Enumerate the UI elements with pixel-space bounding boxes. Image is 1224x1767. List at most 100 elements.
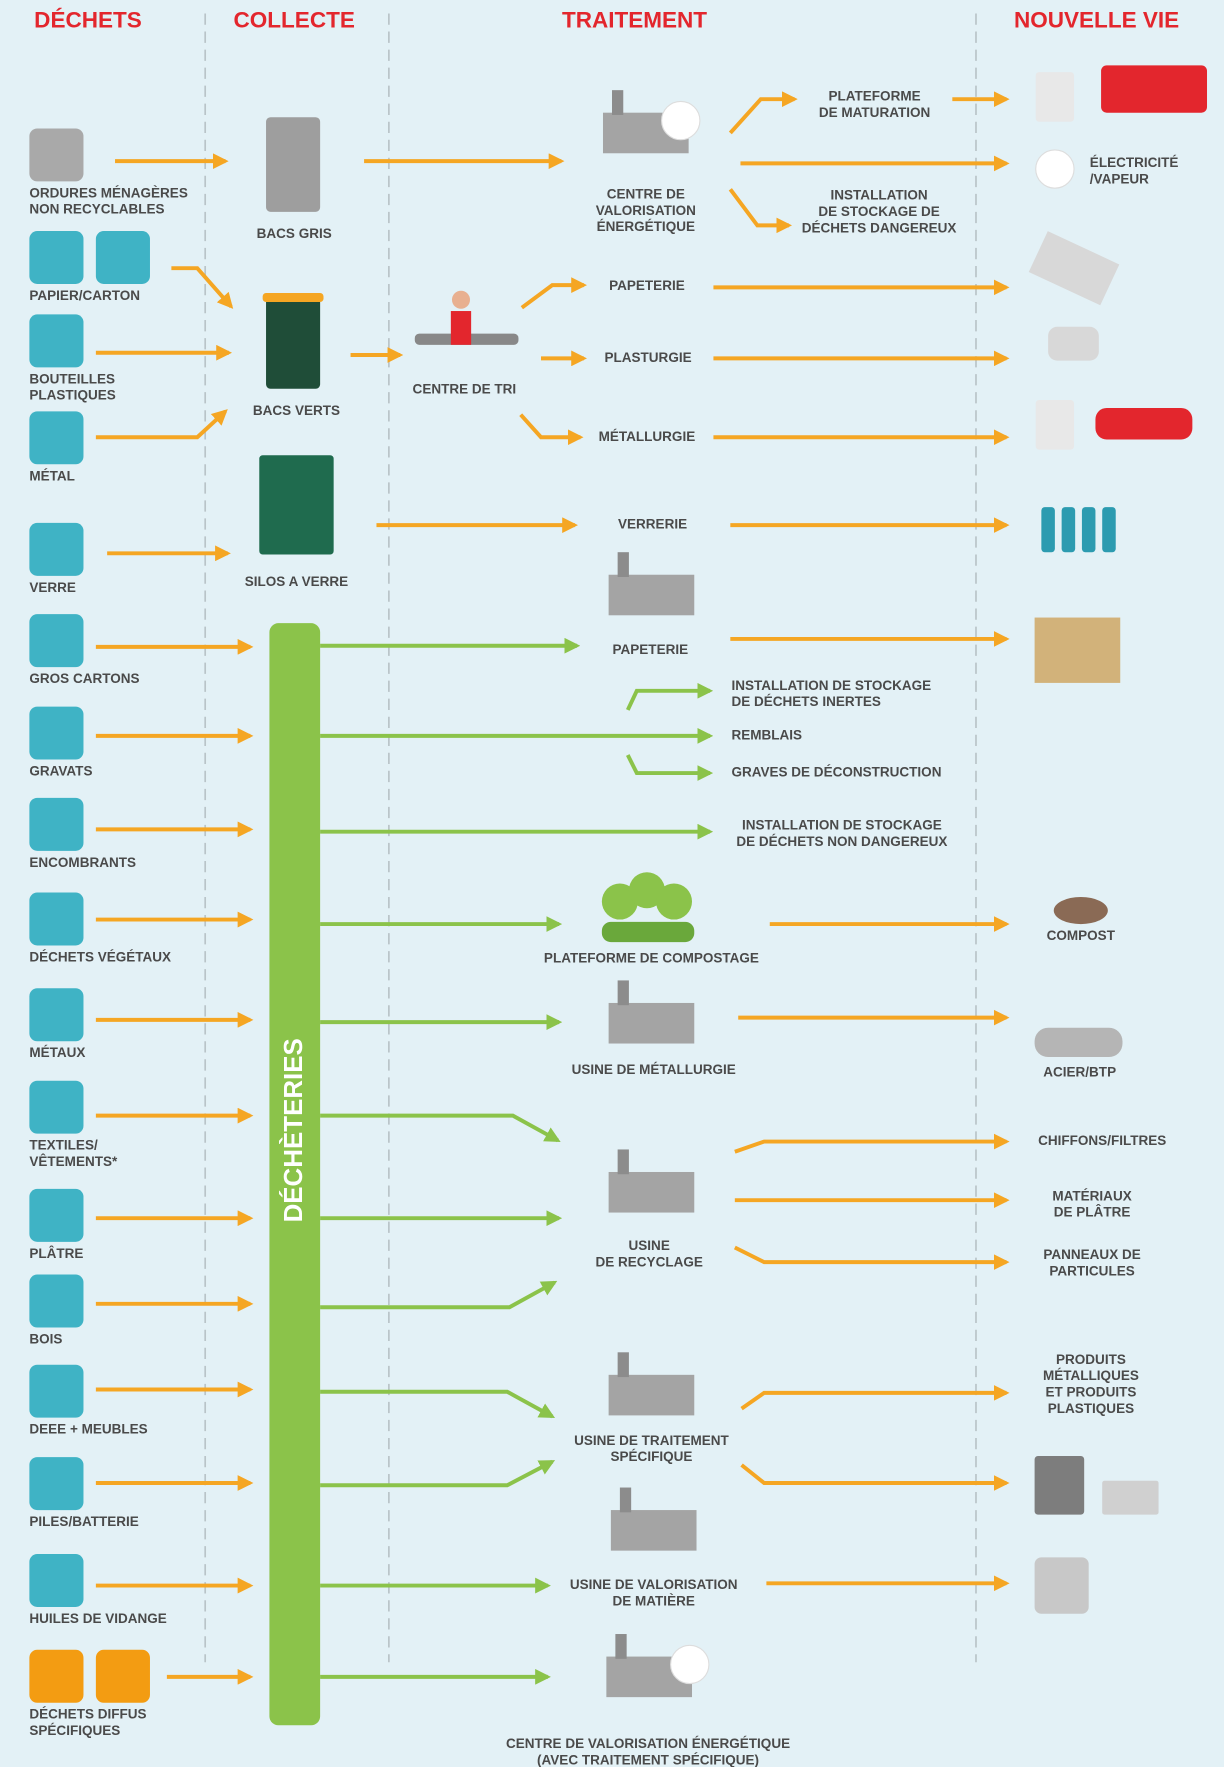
jerrycan bbox=[1034, 1557, 1089, 1614]
traitement-label: ÉNERGÉTIQUE bbox=[597, 219, 695, 234]
dechets-label: DEEE + MEUBLES bbox=[29, 1422, 147, 1437]
arrow bbox=[740, 1463, 1010, 1491]
traitement-label: USINE bbox=[629, 1238, 670, 1253]
dechets-label: VÊTEMENTS* bbox=[29, 1154, 118, 1169]
traitement-label: PLATEFORME bbox=[829, 88, 921, 103]
collecte-label: BACS VERTS bbox=[253, 403, 340, 418]
car bbox=[1095, 407, 1193, 440]
sorter bbox=[451, 290, 471, 309]
traitement-label: GRAVES DE DÉCONSTRUCTION bbox=[731, 765, 941, 780]
nouvelle-vie-label: CHIFFONS/FILTRES bbox=[1038, 1133, 1166, 1148]
dechets-label: PLASTIQUES bbox=[29, 388, 115, 403]
dechets-label: PLÂTRE bbox=[29, 1246, 83, 1261]
facility bbox=[608, 1002, 695, 1044]
washing-machine bbox=[1035, 400, 1075, 450]
facility-chimney bbox=[617, 1149, 629, 1175]
green-bin-lid bbox=[262, 292, 324, 303]
traitement-label: DE STOCKAGE DE bbox=[818, 204, 939, 219]
dechets-label: TEXTILES/ bbox=[29, 1138, 98, 1153]
nouvelle-vie-label: MÉTALLIQUES bbox=[1043, 1368, 1139, 1383]
nouvelle-vie-label: PLASTIQUES bbox=[1048, 1401, 1134, 1416]
arrow bbox=[320, 1280, 558, 1310]
energy-icon bbox=[670, 1644, 710, 1685]
barrel bbox=[1034, 1455, 1085, 1515]
facility bbox=[608, 574, 695, 616]
tree bbox=[601, 883, 638, 920]
waste-icon bbox=[29, 614, 84, 668]
waste-icon bbox=[95, 1649, 150, 1703]
arrow bbox=[320, 1459, 556, 1488]
waste-icon bbox=[29, 1080, 84, 1134]
facility-chimney bbox=[615, 1634, 627, 1659]
box bbox=[1034, 617, 1121, 683]
arrow bbox=[320, 1389, 556, 1419]
tree bbox=[628, 872, 665, 909]
traitement-label: SPÉCIFIQUE bbox=[611, 1449, 693, 1464]
arrow bbox=[625, 682, 714, 711]
column-header: DÉCHETS bbox=[34, 7, 142, 32]
waste-icon bbox=[29, 1649, 84, 1703]
dechets-label: GRAVATS bbox=[29, 764, 92, 779]
waste-icon bbox=[29, 1457, 84, 1511]
compost-ground bbox=[601, 921, 695, 943]
waste-icon bbox=[29, 411, 84, 465]
arrow bbox=[740, 1384, 1010, 1411]
facility-chimney bbox=[617, 552, 629, 577]
facility-chimney bbox=[612, 90, 624, 115]
nouvelle-vie-label: ÉLECTRICITÉ bbox=[1090, 155, 1179, 170]
nouvelle-vie-label: PARTICULES bbox=[1049, 1263, 1134, 1278]
battery bbox=[1102, 1480, 1159, 1515]
traitement-label: DE DÉCHETS INERTES bbox=[731, 694, 880, 709]
collecte-label: BACS GRIS bbox=[257, 226, 332, 241]
column-header: TRAITEMENT bbox=[562, 7, 707, 32]
arrow bbox=[520, 277, 587, 310]
traitement-label: PLATEFORME DE COMPOSTAGE bbox=[544, 951, 759, 966]
waste-icon bbox=[29, 1188, 84, 1242]
sorter-body bbox=[450, 311, 472, 345]
waste-icon bbox=[29, 522, 84, 576]
traitement-label: CENTRE DE bbox=[607, 187, 685, 202]
traitement-label: PLASTURGIE bbox=[605, 350, 692, 365]
arrow bbox=[95, 409, 228, 440]
traitement-label: DE MATURATION bbox=[819, 105, 930, 120]
green-bin bbox=[266, 296, 321, 389]
dechets-label: ORDURES MÉNAGÈRES bbox=[29, 185, 187, 200]
dechets-label: ENCOMBRANTS bbox=[29, 855, 136, 870]
dechets-label: PILES/BATTERIE bbox=[29, 1514, 138, 1529]
traitement-label: DÉCHETS DANGEREUX bbox=[802, 220, 957, 235]
traitement-label: INSTALLATION DE STOCKAGE bbox=[742, 818, 942, 833]
column-header: COLLECTE bbox=[234, 7, 355, 32]
traitement-label: VALORISATION bbox=[596, 203, 696, 218]
waste-icon bbox=[29, 1274, 84, 1328]
energy-icon bbox=[1035, 149, 1075, 189]
column-header: NOUVELLE VIE bbox=[1014, 7, 1179, 32]
washing-machine bbox=[1035, 72, 1075, 122]
nouvelle-vie-label: MATÉRIAUX bbox=[1052, 1188, 1131, 1203]
compost bbox=[1053, 897, 1108, 925]
arrow bbox=[733, 1245, 1010, 1271]
traitement-label: (AVEC TRAITEMENT SPÉCIFIQUE) bbox=[537, 1752, 759, 1767]
collecte-label: CENTRE DE TRI bbox=[413, 381, 517, 396]
energy-icon bbox=[661, 100, 701, 141]
decheteries-bar bbox=[269, 623, 321, 1726]
glass-silo bbox=[259, 455, 334, 555]
decheteries-label: DÉCHÈTERIES bbox=[279, 1038, 308, 1222]
paper-product bbox=[1028, 231, 1120, 306]
steel-pipe bbox=[1034, 1027, 1123, 1058]
arrow bbox=[734, 1133, 1010, 1154]
dechets-label: MÉTAUX bbox=[29, 1045, 85, 1060]
traitement-label: DE RECYCLAGE bbox=[595, 1254, 702, 1269]
dechets-label: BOIS bbox=[29, 1331, 62, 1346]
traitement-label: MÉTALLURGIE bbox=[599, 429, 696, 444]
traitement-label: VERRERIE bbox=[618, 517, 687, 532]
dechets-label: HUILES DE VIDANGE bbox=[29, 1611, 166, 1626]
nouvelle-vie-label: ET PRODUITS bbox=[1046, 1384, 1137, 1399]
waste-icon bbox=[29, 1364, 84, 1418]
waste-icon bbox=[29, 988, 84, 1042]
traitement-label: DE MATIÈRE bbox=[613, 1593, 695, 1608]
nouvelle-vie-label: PANNEAUX DE bbox=[1043, 1247, 1140, 1262]
traitement-label: REMBLAIS bbox=[731, 727, 802, 742]
waste-icon bbox=[29, 314, 84, 368]
arrow bbox=[728, 91, 798, 135]
